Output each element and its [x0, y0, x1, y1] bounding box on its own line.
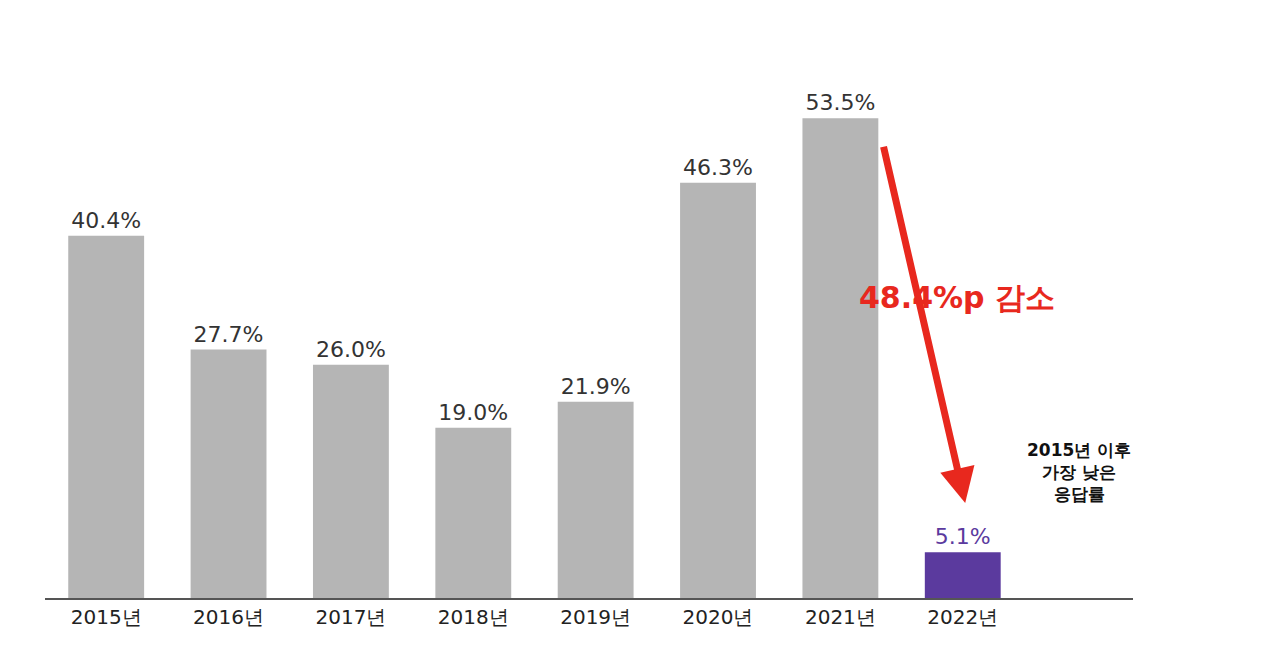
svg-text:2018년: 2018년 [438, 605, 509, 629]
svg-text:40.4%: 40.4% [71, 208, 141, 233]
svg-text:27.7%: 27.7% [194, 322, 264, 347]
svg-text:48.4%p 감소: 48.4%p 감소 [859, 280, 1055, 315]
svg-text:26.0%: 26.0% [316, 337, 386, 362]
svg-text:2022년: 2022년 [927, 605, 998, 629]
svg-text:2019년: 2019년 [560, 605, 631, 629]
svg-text:19.0%: 19.0% [438, 400, 508, 425]
svg-text:53.5%: 53.5% [805, 90, 875, 115]
svg-text:2020년: 2020년 [683, 605, 754, 629]
svg-text:2016년: 2016년 [193, 605, 264, 629]
svg-text:46.3%: 46.3% [683, 155, 753, 180]
svg-text:2015년: 2015년 [71, 605, 142, 629]
svg-text:5.1%: 5.1% [935, 524, 991, 549]
svg-text:21.9%: 21.9% [561, 374, 631, 399]
svg-text:2015년 이후가장 낮은응답률: 2015년 이후가장 낮은응답률 [1027, 440, 1131, 504]
svg-text:2017년: 2017년 [315, 605, 386, 629]
svg-text:2021년: 2021년 [805, 605, 876, 629]
